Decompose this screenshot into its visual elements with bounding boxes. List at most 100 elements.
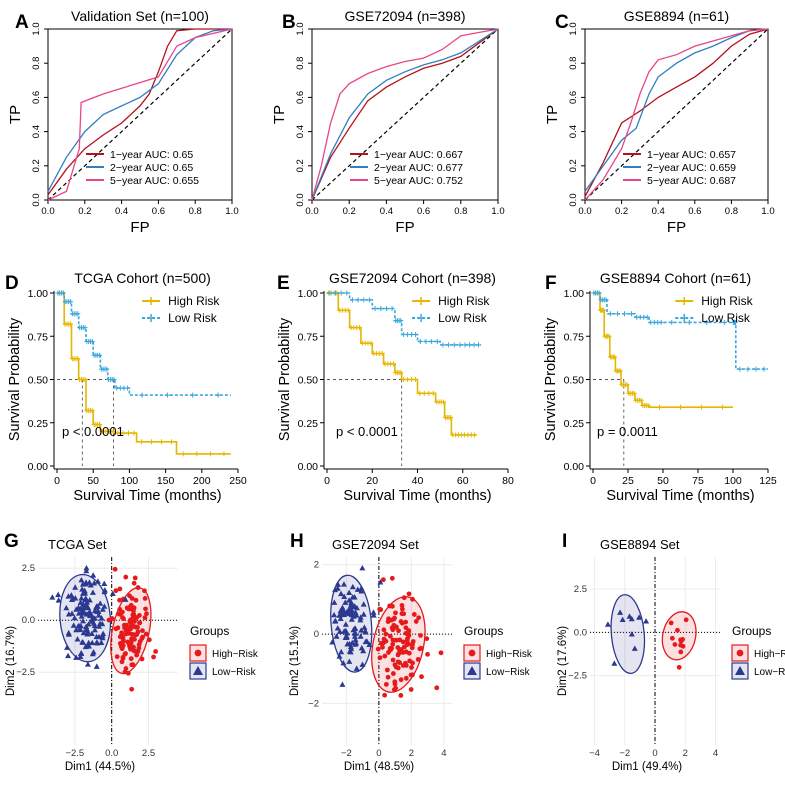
y-tick-label: 0: [314, 629, 319, 640]
x-tick-label: 0.6: [417, 206, 430, 217]
point-low-risk: [122, 596, 129, 602]
censor-mark: [601, 307, 607, 313]
point-high-risk: [377, 655, 383, 661]
x-tick-label: 100: [724, 475, 742, 487]
legend-label: 1−year AUC: 0.667: [374, 149, 463, 161]
censor-mark: [361, 297, 367, 303]
legend-marker: [735, 666, 745, 675]
point-high-risk: [128, 656, 134, 662]
x-tick-label: 2: [683, 748, 688, 759]
panel-label-h: H: [290, 531, 304, 552]
point-low-risk: [76, 626, 83, 633]
x-tick-label: 100: [121, 475, 139, 487]
censor-mark: [139, 439, 145, 445]
x-tick-label: 1.0: [761, 206, 774, 217]
point-high-risk: [405, 636, 410, 642]
legend-label: 1−year AUC: 0.65: [110, 149, 193, 161]
legend-title: Groups: [464, 624, 503, 638]
point-low-risk: [336, 628, 343, 634]
point-high-risk: [393, 685, 399, 691]
censor-mark: [164, 392, 170, 398]
point-high-risk: [399, 611, 405, 616]
legend-label: High−Risk: [212, 649, 259, 660]
x-tick-label: 2.5: [142, 748, 155, 759]
censor-mark: [366, 297, 372, 303]
y-tick-label: 0.75: [28, 331, 49, 343]
point-high-risk: [135, 629, 141, 635]
point-low-risk: [362, 629, 369, 635]
point-high-risk: [384, 667, 390, 673]
point-low-risk: [83, 567, 90, 574]
point-high-risk: [410, 639, 416, 644]
point-low-risk: [353, 665, 360, 671]
point-high-risk: [146, 637, 152, 643]
point-high-risk: [409, 645, 415, 651]
point-high-risk: [112, 566, 118, 572]
censor-mark: [75, 311, 81, 317]
point-low-risk: [101, 588, 108, 595]
x-tick-label: 0: [376, 748, 381, 759]
point-high-risk: [122, 669, 128, 675]
point-low-risk: [55, 591, 62, 598]
point-high-risk: [128, 640, 134, 646]
y-tick-label: 0.2: [31, 159, 42, 172]
x-tick-label: 4: [441, 748, 446, 759]
censor-mark: [596, 290, 602, 296]
point-low-risk: [78, 595, 85, 601]
point-low-risk: [332, 586, 339, 593]
point-low-risk: [94, 640, 101, 646]
y-tick-label: 0.0: [22, 615, 35, 626]
censor-mark: [389, 306, 395, 312]
censor-mark: [190, 392, 196, 398]
roc-curve-1year: [311, 28, 499, 201]
censor-mark: [413, 332, 419, 338]
point-high-risk: [386, 616, 391, 622]
roc-curve-2year: [584, 28, 769, 192]
point-low-risk: [359, 661, 366, 667]
point-high-risk: [401, 644, 407, 650]
x-axis-label: Survival Time (months): [606, 488, 754, 504]
point-low-risk: [88, 630, 95, 637]
x-tick-label: 150: [157, 475, 175, 487]
censor-mark: [159, 439, 165, 445]
point-low-risk: [352, 630, 359, 636]
censor-mark: [349, 297, 355, 303]
legend-label: Low Risk: [168, 311, 218, 325]
point-high-risk: [403, 619, 409, 625]
y-tick-label: 2.5: [22, 563, 35, 574]
point-low-risk: [79, 581, 86, 587]
x-tick-label: 0: [54, 475, 60, 487]
point-low-risk: [99, 606, 106, 612]
point-low-risk: [370, 609, 377, 615]
point-high-risk: [109, 616, 115, 621]
censor-mark: [215, 392, 221, 398]
point-low-risk: [338, 648, 345, 655]
point-high-risk: [425, 651, 430, 657]
chart-title: GSE72094 (n=398): [344, 8, 465, 24]
y-tick-label: 0.4: [295, 125, 306, 138]
censor-mark: [471, 342, 477, 348]
point-low-risk: [91, 580, 98, 586]
point-high-risk: [395, 652, 401, 658]
legend-label: Low−Risk: [212, 667, 257, 678]
x-tick-label: 80: [502, 475, 514, 487]
y-tick-label: 0.2: [568, 159, 579, 172]
y-tick-label: 0.00: [28, 461, 49, 473]
censor-mark: [617, 368, 623, 374]
point-low-risk: [353, 612, 360, 618]
point-high-risk: [680, 643, 686, 649]
censor-mark: [638, 397, 644, 403]
censor-mark: [327, 290, 333, 296]
point-high-risk: [120, 655, 126, 661]
y-tick-label: 0.6: [295, 91, 306, 104]
chart-title: TCGA Set: [48, 537, 107, 552]
point-high-risk: [134, 652, 140, 658]
y-axis-label: Survival Probability: [543, 317, 559, 441]
point-high-risk: [392, 681, 398, 687]
censor-mark: [430, 390, 436, 396]
pca-panel-g: TCGA Set −2.5 0.0 2.5 2.5 0.0 −2.5 Dim1 (44.5%)…: [5, 537, 259, 773]
legend-label: High Risk: [438, 294, 490, 308]
point-low-risk: [336, 653, 343, 659]
point-low-risk: [335, 581, 342, 587]
point-low-risk: [109, 590, 116, 597]
